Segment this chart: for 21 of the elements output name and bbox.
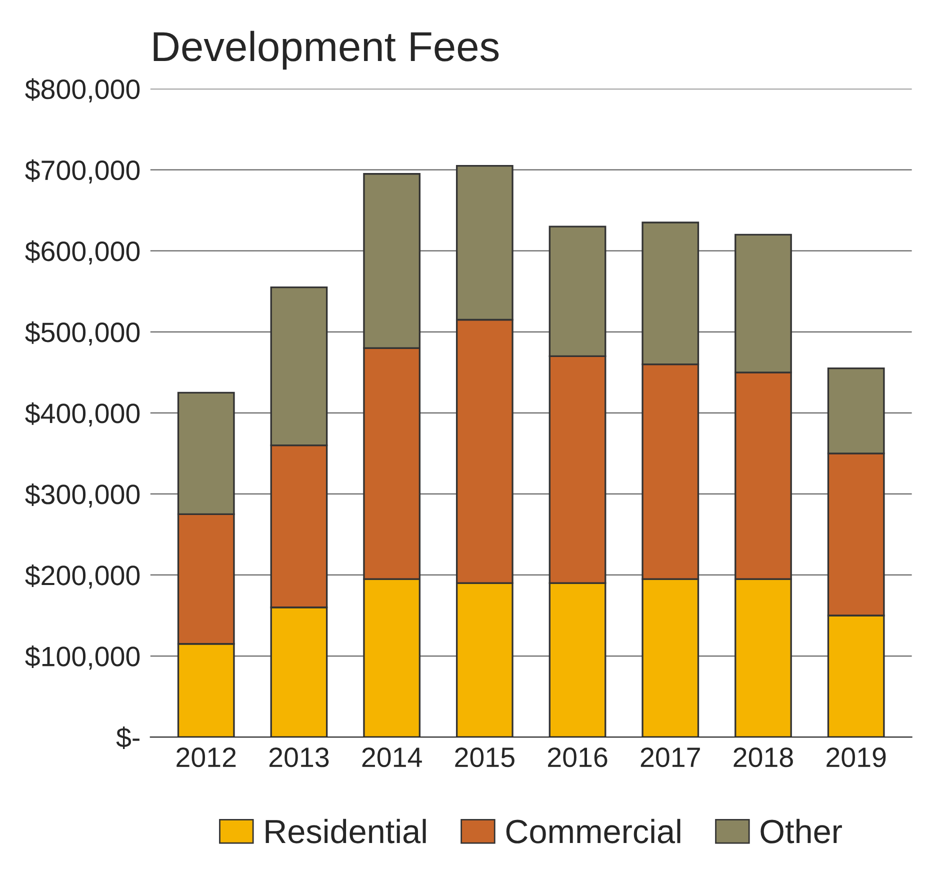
legend-label: Commercial bbox=[506, 818, 680, 844]
y-tick-label: $500,000 bbox=[25, 321, 140, 346]
x-tick-label: 2013 bbox=[269, 747, 329, 768]
legend-label: Other bbox=[760, 818, 842, 844]
x-tick-label: 2019 bbox=[826, 747, 886, 768]
y-tick-label: $700,000 bbox=[25, 159, 140, 184]
x-tick-label: 2012 bbox=[176, 747, 236, 768]
x-tick-label: 2017 bbox=[640, 747, 700, 768]
chart-title: Development Fees bbox=[154, 30, 499, 70]
y-tick-label: $800,000 bbox=[25, 78, 140, 102]
legend-label: Residential bbox=[266, 818, 426, 844]
x-tick-label: 2018 bbox=[734, 747, 793, 768]
y-tick-label: $300,000 bbox=[25, 483, 140, 508]
y-tick-label: $600,000 bbox=[25, 240, 140, 264]
y-tick-label: $200,000 bbox=[25, 564, 140, 589]
y-tick-label: $- bbox=[116, 726, 140, 750]
x-tick-label: 2015 bbox=[455, 747, 514, 768]
x-tick-label: 2014 bbox=[362, 747, 422, 768]
y-tick-label: $100,000 bbox=[25, 646, 140, 670]
y-tick-label: $400,000 bbox=[25, 402, 140, 427]
x-tick-label: 2016 bbox=[548, 747, 608, 768]
